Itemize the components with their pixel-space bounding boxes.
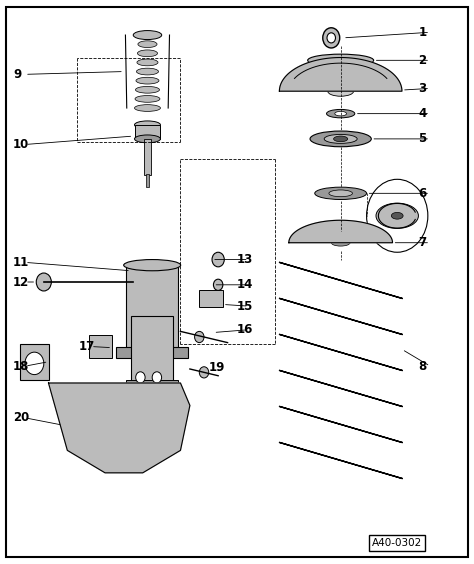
Ellipse shape — [138, 32, 156, 38]
Text: 4: 4 — [419, 107, 427, 120]
Ellipse shape — [135, 105, 160, 111]
Text: 5: 5 — [419, 133, 427, 146]
Bar — [135, 125, 160, 139]
Text: 6: 6 — [419, 187, 427, 200]
Ellipse shape — [137, 59, 158, 66]
Ellipse shape — [136, 77, 159, 84]
Ellipse shape — [138, 41, 157, 47]
Circle shape — [36, 273, 51, 291]
Text: 20: 20 — [13, 411, 29, 424]
Polygon shape — [48, 383, 190, 473]
Text: 18: 18 — [13, 360, 29, 373]
Circle shape — [97, 407, 132, 450]
Circle shape — [136, 372, 145, 383]
Ellipse shape — [327, 109, 355, 118]
Ellipse shape — [331, 58, 350, 63]
Ellipse shape — [329, 190, 353, 197]
Ellipse shape — [331, 239, 350, 246]
Ellipse shape — [137, 50, 157, 56]
Circle shape — [323, 28, 340, 48]
Ellipse shape — [135, 95, 160, 102]
Bar — [116, 346, 189, 358]
Circle shape — [327, 33, 336, 43]
Circle shape — [195, 332, 204, 342]
Ellipse shape — [315, 187, 366, 200]
Text: 15: 15 — [237, 299, 254, 312]
Bar — [20, 343, 48, 380]
Bar — [131, 316, 173, 383]
Text: 1: 1 — [419, 26, 427, 39]
Bar — [126, 265, 178, 349]
Circle shape — [152, 372, 162, 383]
Text: 13: 13 — [237, 253, 253, 266]
Ellipse shape — [308, 54, 374, 67]
Bar — [146, 174, 149, 187]
Ellipse shape — [328, 86, 354, 96]
Text: 3: 3 — [419, 82, 427, 95]
Bar — [126, 380, 178, 394]
Polygon shape — [279, 58, 402, 91]
Ellipse shape — [133, 30, 162, 39]
Bar — [89, 336, 112, 358]
Ellipse shape — [124, 259, 181, 271]
Ellipse shape — [334, 136, 348, 142]
Circle shape — [25, 352, 44, 374]
Text: 9: 9 — [13, 68, 21, 81]
Circle shape — [199, 367, 209, 378]
Text: 17: 17 — [79, 340, 95, 353]
Ellipse shape — [137, 68, 158, 75]
Circle shape — [212, 252, 224, 267]
Text: 12: 12 — [13, 275, 29, 289]
Ellipse shape — [135, 135, 160, 143]
Text: 16: 16 — [237, 323, 254, 336]
Ellipse shape — [136, 86, 159, 93]
Text: A40-0302: A40-0302 — [372, 538, 422, 548]
Ellipse shape — [376, 203, 419, 228]
Text: 7: 7 — [419, 236, 427, 249]
Polygon shape — [289, 221, 392, 243]
Ellipse shape — [135, 121, 160, 129]
Ellipse shape — [392, 213, 403, 219]
Bar — [144, 139, 151, 175]
Bar — [199, 290, 223, 307]
Circle shape — [213, 279, 223, 290]
Text: 14: 14 — [237, 278, 254, 292]
Text: 2: 2 — [419, 54, 427, 67]
Ellipse shape — [310, 131, 371, 147]
Circle shape — [106, 418, 123, 438]
Text: 11: 11 — [13, 256, 29, 269]
Ellipse shape — [335, 111, 346, 116]
Text: 19: 19 — [209, 361, 225, 374]
Text: 8: 8 — [419, 360, 427, 373]
Text: 10: 10 — [13, 138, 29, 151]
Ellipse shape — [324, 134, 357, 143]
